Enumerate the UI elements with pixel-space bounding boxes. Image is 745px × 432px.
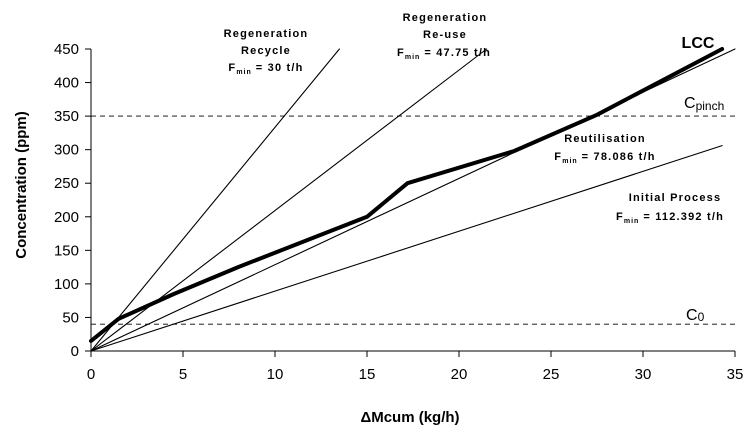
y-tick-label: 250 (54, 175, 79, 192)
annotation-reuse-line2: Re-use (423, 29, 467, 41)
annotation-reutilisation: Reutilisation Fmin = 78.086 t/h (554, 133, 655, 165)
x-axis-title: ΔMcum (kg/h) (360, 409, 459, 426)
series-line-lcc (89, 47, 725, 343)
y-tick-label: 450 (54, 41, 79, 58)
annotation-regeneration-recycle: Regeneration Recycle Fmin = 30 t/h (224, 28, 309, 76)
annotation-initial-process: Initial Process Fmin = 112.392 t/h (616, 192, 724, 225)
annotation-reuse-line1: Regeneration (403, 12, 488, 24)
axes: 0 5 10 15 20 25 30 3505010015020025030035040045… (54, 41, 743, 383)
y-tick-label: 350 (54, 108, 79, 125)
x-tick-label: 15 (359, 366, 376, 383)
y-tick-label: 200 (54, 209, 79, 226)
series-line-regeneration-recycle (90, 48, 340, 352)
annotation-reuse-fmin: Fmin = 47.75 t/h (397, 47, 491, 61)
x-tick-label: 0 (87, 366, 95, 383)
series-lines (89, 47, 736, 352)
annotation-reutil-line1: Reutilisation (564, 133, 646, 145)
y-tick-label: 100 (54, 276, 79, 293)
annotation-initial-line1: Initial Process (629, 192, 722, 204)
cpinch-label: Cpinch (684, 95, 724, 113)
y-tick-label: 150 (54, 242, 79, 259)
y-tick-label: 400 (54, 75, 79, 92)
y-axis-title: Concentration (ppm) (13, 111, 30, 259)
y-tick-label: 0 (71, 343, 79, 360)
series-line-initial-process (90, 145, 723, 352)
annotation-initial-fmin: Fmin = 112.392 t/h (616, 211, 724, 225)
c0-label: C0 (686, 307, 705, 324)
series-line-reutilisation (90, 48, 736, 352)
series-line-regeneration-re-use (90, 48, 488, 352)
lcc-label: LCC (682, 35, 715, 52)
y-tick-label: 50 (62, 309, 79, 326)
x-tick-label: 20 (451, 366, 468, 383)
annotation-recycle-line1: Regeneration (224, 28, 309, 40)
annotation-recycle-fmin: Fmin = 30 t/h (228, 62, 303, 76)
x-tick-label: 35 (727, 366, 744, 383)
annotation-recycle-line2: Recycle (241, 45, 291, 57)
annotation-reutil-fmin: Fmin = 78.086 t/h (554, 151, 655, 165)
x-tick-label: 5 (179, 366, 187, 383)
x-tick-label: 25 (543, 366, 560, 383)
x-tick-label: 10 (267, 366, 284, 383)
annotation-regeneration-reuse: Regeneration Re-use Fmin = 47.75 t/h (397, 12, 491, 61)
y-tick-label: 300 (54, 142, 79, 159)
x-tick-label: 30 (635, 366, 652, 383)
